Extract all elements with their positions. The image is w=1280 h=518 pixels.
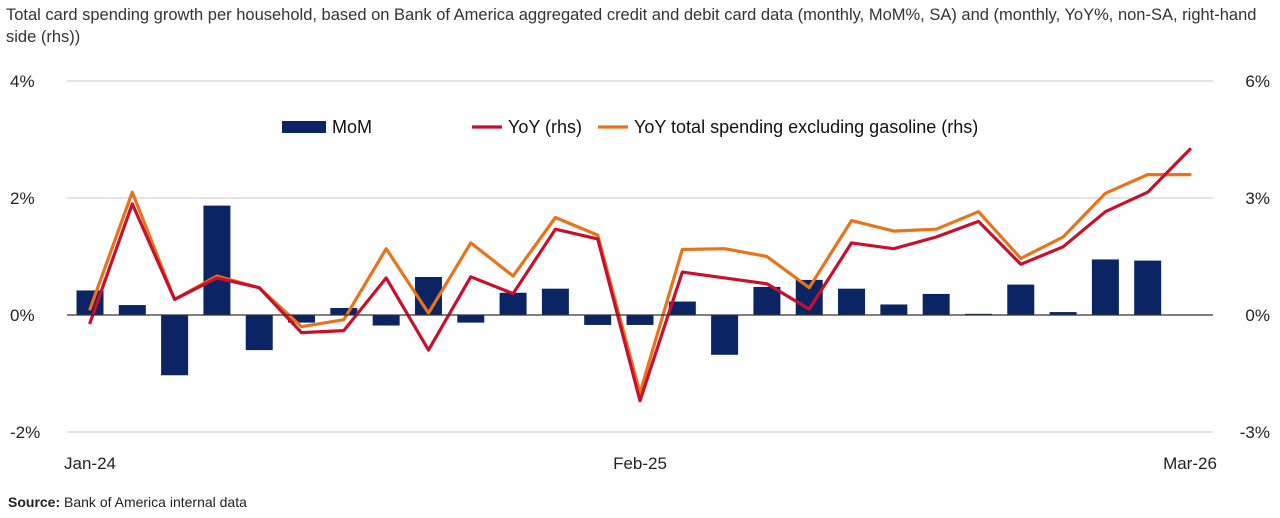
- mom-bar: [711, 315, 739, 355]
- mom-bar: [330, 307, 358, 315]
- mom-bar: [1007, 284, 1035, 315]
- chart-title: Total card spending growth per household…: [6, 6, 1257, 46]
- series-lines: [88, 147, 1192, 403]
- mom-bar: [161, 315, 189, 376]
- right-tick-label: 6%: [1245, 72, 1270, 91]
- legend-swatch-mom: [282, 121, 326, 133]
- mom-bar: [499, 292, 527, 315]
- mom-bar: [880, 304, 908, 315]
- mom-bar: [1134, 260, 1162, 315]
- legend-label: YoY (rhs): [508, 117, 582, 137]
- legend: MoM YoY (rhs) YoY total spending excluding…: [282, 117, 978, 137]
- right-tick-label: -3%: [1240, 423, 1270, 442]
- right-tick-label: 0%: [1245, 306, 1270, 325]
- yoy-ex-gasoline-line: [88, 173, 1192, 395]
- mom-bar: [626, 315, 654, 325]
- mom-bar: [541, 288, 569, 315]
- mom-bar: [668, 301, 696, 315]
- mom-bar: [1049, 312, 1077, 315]
- mom-bars: [76, 205, 1162, 376]
- x-tick-label: Mar-26: [1163, 454, 1217, 473]
- mom-bar: [838, 288, 866, 315]
- source-note: Source: Bank of America internal data: [8, 494, 247, 510]
- mom-bar: [1091, 259, 1119, 315]
- x-tick-label: Jan-24: [64, 454, 116, 473]
- left-tick-label: 0%: [10, 306, 35, 325]
- mom-bar: [288, 315, 316, 323]
- x-tick-label: Feb-25: [613, 454, 667, 473]
- legend-label: MoM: [332, 117, 372, 137]
- right-tick-label: 3%: [1245, 189, 1270, 208]
- mom-bar: [922, 293, 950, 315]
- legend-label: YoY total spending excluding gasoline (r…: [634, 117, 978, 137]
- gridlines: [67, 80, 1213, 433]
- left-tick-label: -2%: [10, 423, 40, 442]
- mom-bar: [245, 315, 273, 351]
- tick-labels: -2% 0% 2% 4% -3% 0% 3% 6% Jan-24 Feb-25 Mar-26: [10, 72, 1270, 473]
- source-label: Source:: [8, 494, 61, 510]
- mom-bar: [203, 205, 231, 315]
- mom-bar: [584, 315, 612, 325]
- yoy-line: [88, 147, 1192, 403]
- mom-bar: [753, 286, 781, 315]
- source-text: Bank of America internal data: [64, 494, 247, 510]
- mom-bar: [457, 315, 485, 323]
- left-tick-label: 2%: [10, 189, 35, 208]
- mom-bar: [372, 315, 400, 326]
- mom-bar: [118, 305, 146, 315]
- left-tick-label: 4%: [10, 72, 35, 91]
